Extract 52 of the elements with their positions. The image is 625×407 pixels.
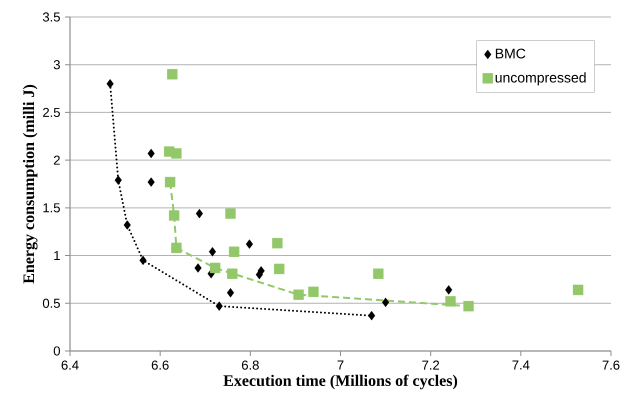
point [171, 242, 182, 254]
y-tick-label: 1.5 [43, 203, 60, 212]
point [148, 177, 155, 187]
point [114, 175, 122, 185]
y-tick-label: 3.5 [42, 12, 60, 22]
point [226, 288, 234, 298]
y-tick-label: 1 [54, 251, 60, 260]
point [256, 270, 263, 280]
x-tick-label: 7.6 [602, 360, 620, 370]
point [167, 69, 178, 80]
point [225, 208, 236, 219]
point [194, 263, 202, 273]
point [139, 256, 147, 266]
y-tick-label: 2.5 [43, 108, 60, 118]
y-tick-label: 0.5 [42, 298, 60, 308]
point [463, 300, 474, 312]
y-axis-title: Energy consumption (milli J) [22, 84, 38, 284]
point [171, 148, 182, 159]
x-axis-title: Execution time (Millions of cycles) [223, 374, 458, 390]
point [445, 296, 456, 307]
x-tick-label: 6.8 [242, 360, 259, 370]
y-tick-label: 3 [54, 60, 60, 70]
y-tick-label: 2 [54, 156, 60, 165]
x-tick-label: 7.4 [512, 360, 530, 370]
point [373, 268, 384, 279]
x-tick-label: 6.6 [152, 360, 169, 370]
point [274, 264, 284, 274]
x-tick-label: 7 [338, 360, 344, 370]
point [382, 298, 390, 308]
point [168, 210, 180, 221]
point [106, 79, 114, 88]
point [210, 262, 220, 274]
x-tick-label: 7.2 [422, 360, 440, 370]
legend-label: BMC [496, 48, 526, 58]
y-tick-label: 0 [54, 346, 60, 356]
x-tick-label: 6.4 [62, 360, 79, 370]
point [216, 301, 223, 311]
point [196, 208, 203, 218]
point [148, 148, 155, 158]
point [368, 310, 376, 320]
point [272, 238, 283, 248]
point [227, 268, 238, 279]
point [164, 176, 176, 188]
point [293, 289, 304, 300]
point [572, 284, 584, 296]
point [308, 286, 319, 298]
point [246, 239, 254, 249]
point [124, 220, 131, 230]
point [208, 247, 216, 256]
legend-label: uncompressed [496, 72, 586, 86]
point [445, 285, 452, 295]
point [228, 246, 240, 257]
